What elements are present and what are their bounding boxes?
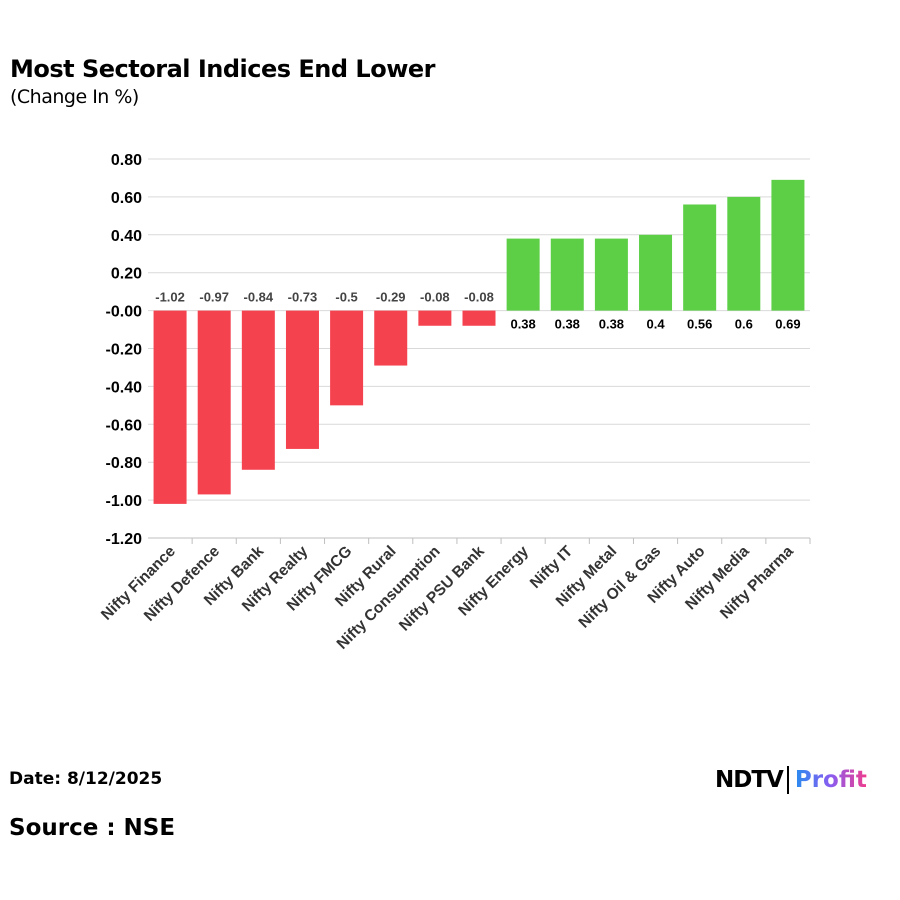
bar	[771, 179, 805, 311]
bar	[594, 238, 628, 311]
data-label: -0.5	[335, 290, 357, 305]
data-label: -0.08	[420, 290, 450, 305]
data-label: -0.73	[288, 290, 318, 305]
y-tick-label: 0.80	[111, 152, 142, 169]
bar	[374, 310, 408, 366]
bar	[285, 310, 319, 449]
data-label: 0.56	[687, 317, 712, 332]
y-tick-label: -0.60	[106, 417, 143, 434]
y-tick-label: -0.00	[106, 304, 143, 321]
data-label: -0.97	[199, 290, 229, 305]
y-tick-label: -0.40	[106, 379, 143, 396]
y-tick-label: 0.40	[111, 228, 142, 245]
bar	[683, 204, 717, 311]
data-label: -0.84	[244, 290, 274, 305]
y-tick-label: 0.60	[111, 190, 142, 207]
bar-chart: 0.80 0.60 0.40 0.20 -0.00 -0.20 -0.40 -0.60 -0.8…	[98, 152, 811, 653]
bar	[462, 310, 496, 326]
data-label: -0.08	[464, 290, 494, 305]
data-label: 0.38	[599, 317, 624, 332]
bar	[506, 238, 540, 311]
data-label: 0.6	[735, 317, 753, 332]
y-tick-label: -1.20	[106, 531, 143, 548]
bar	[197, 310, 231, 495]
bar	[330, 310, 364, 406]
bar	[418, 310, 452, 326]
data-label: -0.29	[376, 290, 406, 305]
y-tick-label: -0.20	[106, 342, 143, 359]
bar	[727, 196, 761, 311]
data-label: 0.38	[555, 317, 580, 332]
bar	[153, 310, 187, 504]
y-tick-label: 0.20	[111, 266, 142, 283]
bar	[639, 234, 673, 311]
data-label: 0.38	[510, 317, 535, 332]
chart-subtitle: (Change In %)	[10, 86, 139, 108]
y-tick-label: -0.80	[106, 455, 143, 472]
x-tick-label: Nifty Finance	[98, 543, 179, 624]
ndtv-profit-logo: NDTV Profit	[715, 766, 867, 794]
data-label: -1.02	[155, 290, 185, 305]
bar	[241, 310, 275, 470]
x-tick-label: Nifty Defence	[141, 543, 223, 625]
y-tick-label: -1.00	[106, 493, 143, 510]
bar	[550, 238, 584, 311]
date-label: Date: 8/12/2025	[9, 769, 163, 789]
source-label: Source : NSE	[9, 815, 176, 841]
data-label: 0.69	[775, 317, 800, 332]
data-label: 0.4	[646, 317, 665, 332]
chart-title: Most Sectoral Indices End Lower	[10, 55, 436, 83]
